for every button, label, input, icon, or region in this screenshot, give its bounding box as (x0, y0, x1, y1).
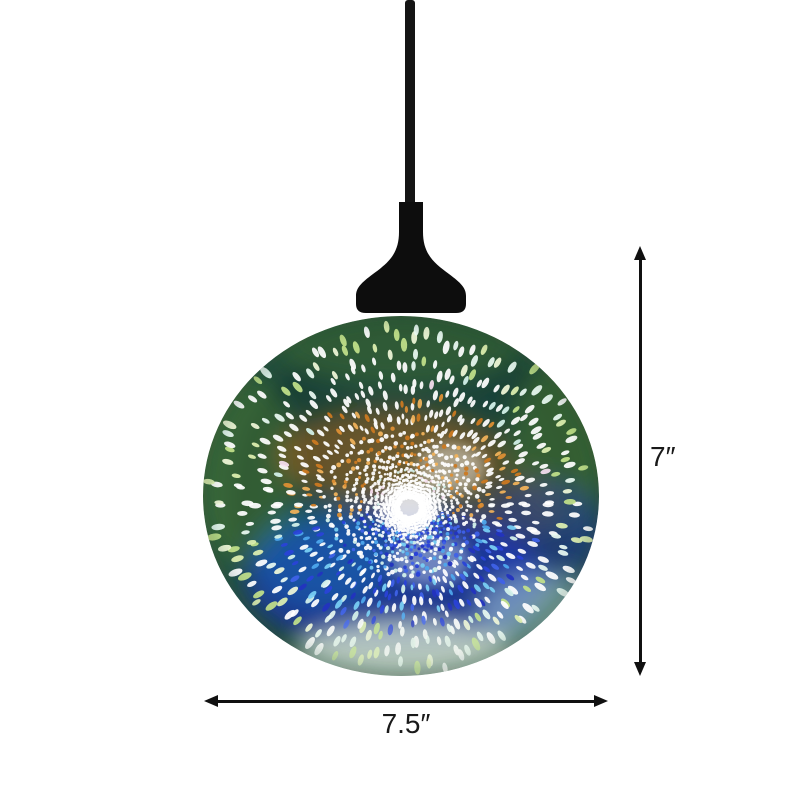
dimension-line-horizontal (212, 700, 600, 703)
arrow-up-icon (634, 246, 646, 260)
width-dimension-arrow (204, 695, 608, 708)
height-dimension-arrow (634, 246, 647, 676)
arrow-right-icon (594, 695, 608, 707)
height-dimension-label: 7″ (650, 441, 676, 472)
fireworks-dots (203, 320, 593, 675)
socket-cap (356, 202, 466, 313)
arrow-left-icon (204, 695, 218, 707)
globe-rim-shade (203, 316, 599, 676)
lamp-fitting (356, 0, 466, 313)
width-dimension-label: 7.5″ (381, 708, 431, 739)
globe-bottom-haze (293, 623, 517, 676)
globe-shade (203, 316, 599, 676)
hanging-cord (405, 0, 415, 206)
arrow-down-icon (634, 662, 646, 676)
dimension-line-vertical (639, 254, 642, 668)
